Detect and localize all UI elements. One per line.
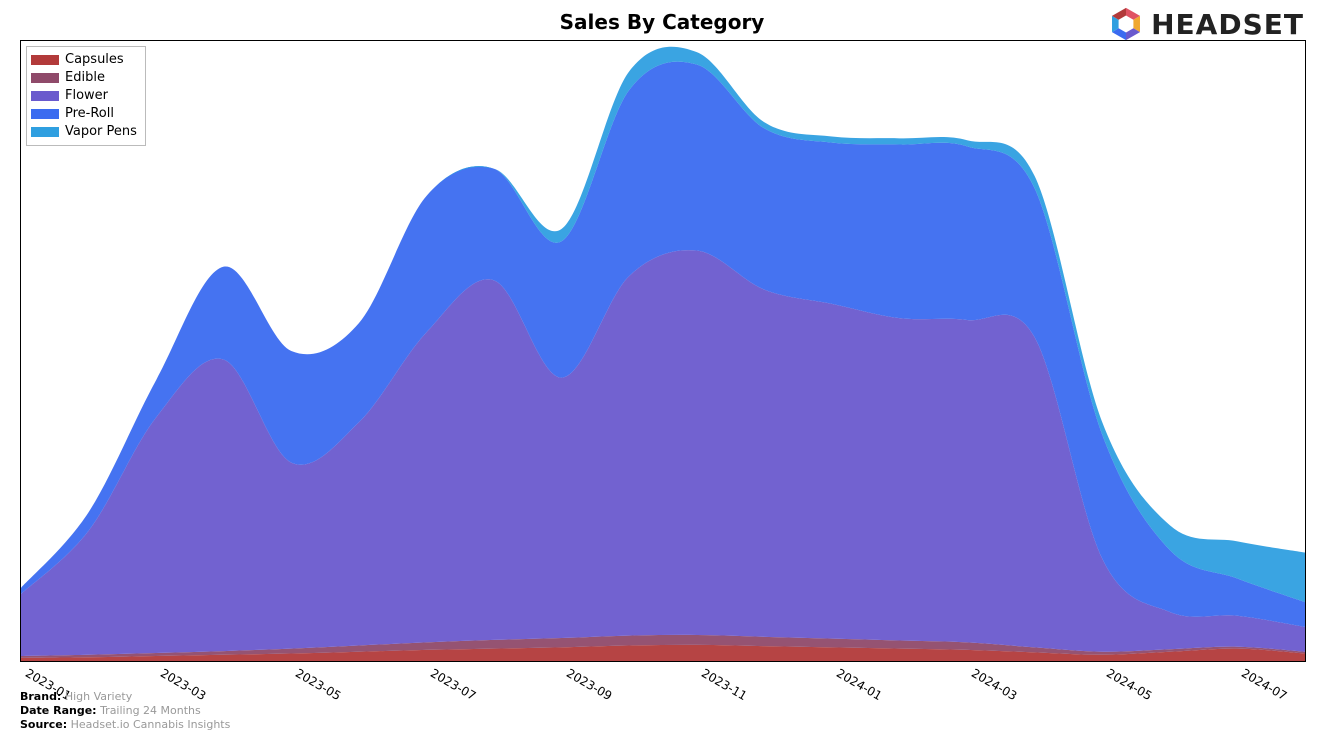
legend-label: Flower — [65, 87, 108, 105]
plot-area — [20, 40, 1306, 662]
legend-item-flower: Flower — [31, 87, 137, 105]
legend-swatch — [31, 55, 59, 65]
x-tick-label: 2023-11 — [699, 666, 749, 703]
chart-container: Sales By Category HEADSET CapsulesEdible… — [0, 0, 1324, 743]
x-tick-label: 2024-07 — [1239, 666, 1289, 703]
legend-label: Pre-Roll — [65, 105, 114, 123]
x-tick-label: 2023-05 — [293, 666, 343, 703]
headset-logo-icon — [1107, 5, 1145, 43]
legend-item-capsules: Capsules — [31, 51, 137, 69]
legend-swatch — [31, 109, 59, 119]
x-tick-label: 2024-05 — [1104, 666, 1154, 703]
x-tick-label: 2023-07 — [428, 666, 478, 703]
footer-daterange-value: Trailing 24 Months — [100, 704, 201, 717]
legend-swatch — [31, 91, 59, 101]
footer-daterange-row: Date Range: Trailing 24 Months — [20, 704, 230, 718]
footer-brand-row: Brand: High Variety — [20, 690, 230, 704]
legend-swatch — [31, 73, 59, 83]
brand-logo: HEADSET — [1107, 5, 1304, 43]
footer-brand-label: Brand: — [20, 690, 61, 703]
legend-item-edible: Edible — [31, 69, 137, 87]
brand-logo-text: HEADSET — [1151, 8, 1304, 41]
legend-label: Capsules — [65, 51, 124, 69]
footer-source-value: Headset.io Cannabis Insights — [71, 718, 231, 731]
footer-source-row: Source: Headset.io Cannabis Insights — [20, 718, 230, 732]
x-tick-label: 2024-01 — [834, 666, 884, 703]
legend-item-vapor-pens: Vapor Pens — [31, 123, 137, 141]
legend-swatch — [31, 127, 59, 137]
area-chart — [21, 41, 1305, 661]
x-tick-label: 2024-03 — [969, 666, 1019, 703]
footer-brand-value: High Variety — [65, 690, 132, 703]
legend: CapsulesEdibleFlowerPre-RollVapor Pens — [26, 46, 146, 146]
footer-daterange-label: Date Range: — [20, 704, 97, 717]
legend-label: Vapor Pens — [65, 123, 137, 141]
chart-footer: Brand: High Variety Date Range: Trailing… — [20, 690, 230, 732]
legend-label: Edible — [65, 69, 105, 87]
legend-item-pre-roll: Pre-Roll — [31, 105, 137, 123]
footer-source-label: Source: — [20, 718, 67, 731]
x-tick-label: 2023-09 — [564, 666, 614, 703]
